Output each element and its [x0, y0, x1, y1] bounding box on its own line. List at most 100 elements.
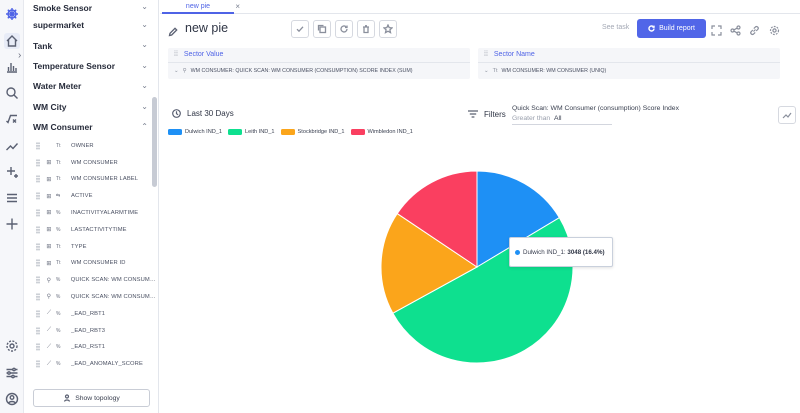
filter-operator[interactable]: Greater than: [512, 115, 551, 122]
text-type-icon: Tt: [492, 68, 498, 74]
expand-sidebar-icon[interactable]: ›: [18, 50, 22, 61]
tab-new-pie[interactable]: new pie ×: [162, 0, 240, 14]
trend-icon[interactable]: [4, 138, 20, 154]
home-icon[interactable]: [4, 33, 20, 49]
sector-value-well[interactable]: ⁞⁞ Sector Value ⌄ ⚲ WM CONSUMER: QUICK S…: [168, 48, 470, 79]
sidebar-field-item[interactable]: ⊞% INACTIVITYALARMTIME: [24, 205, 158, 222]
sparkle-icon[interactable]: [4, 164, 20, 180]
sidebar-field-item[interactable]: Tt OWNER: [24, 137, 158, 154]
sidebar-field-item[interactable]: ⊞ Tt TYPE: [24, 238, 158, 255]
drag-handle-icon[interactable]: [36, 309, 40, 318]
sidebar-group[interactable]: Water Meter ⌄: [24, 76, 158, 96]
drag-handle-icon[interactable]: [36, 343, 40, 352]
drag-handle-icon[interactable]: [36, 242, 40, 251]
chevron-down-icon[interactable]: ⌄: [141, 2, 148, 11]
pie-slice-dulwich-ind-1[interactable]: [476, 170, 561, 268]
user-icon[interactable]: [4, 391, 20, 407]
legend-item[interactable]: Stockbridge IND_1: [280, 129, 345, 135]
drag-handle-icon[interactable]: ⁞⁞: [484, 51, 488, 58]
drag-handle-icon[interactable]: ⁞⁞: [174, 51, 178, 58]
chevron-down-icon[interactable]: ⌄: [484, 68, 489, 74]
share-icon[interactable]: [730, 23, 741, 36]
duplicate-button[interactable]: [313, 20, 331, 38]
show-topology-button[interactable]: Show topology: [33, 389, 150, 407]
sidebar-group-label: WM Consumer: [33, 122, 93, 133]
field-type-icon: %: [56, 361, 61, 368]
drag-handle-icon[interactable]: [36, 276, 40, 285]
sidebar-group[interactable]: WM Consumer ⌃: [24, 117, 158, 137]
filter-value[interactable]: All: [554, 115, 562, 122]
sidebar-group[interactable]: Tank ⌄: [24, 35, 158, 55]
drag-handle-icon[interactable]: [36, 158, 40, 167]
favorite-button[interactable]: [379, 20, 397, 38]
pie-chart[interactable]: [160, 135, 800, 395]
sidebar-field-item[interactable]: ⟋% _EAD_ANOMALY_SCORE: [24, 356, 158, 373]
sidebar-field-item[interactable]: ⊞% LASTACTIVITYTIME: [24, 221, 158, 238]
drag-handle-icon[interactable]: [36, 225, 40, 234]
drag-handle-icon[interactable]: [36, 175, 40, 184]
chart-side-panel-button[interactable]: [778, 106, 796, 124]
sidebar-field-item[interactable]: ⟋% _EAD_RBT1: [24, 305, 158, 322]
date-range-selector[interactable]: Last 30 Days: [172, 109, 234, 118]
filter-underline: [512, 124, 612, 125]
gear-icon[interactable]: [769, 23, 780, 36]
edit-title-icon[interactable]: [168, 24, 178, 37]
search-analytics-icon[interactable]: [4, 85, 20, 101]
sidebar-field-item[interactable]: ⊞ Tt WM CONSUMER LABEL: [24, 171, 158, 188]
build-report-button[interactable]: Build report: [637, 19, 706, 38]
sidebar-field-item[interactable]: ⊞ ⇆ ACTIVE: [24, 188, 158, 205]
drag-handle-icon[interactable]: [36, 326, 40, 335]
plus-icon[interactable]: [4, 216, 20, 232]
chevron-up-icon[interactable]: ⌃: [141, 121, 148, 131]
sidebar-field-item[interactable]: ⟋% _EAD_RST1: [24, 339, 158, 356]
refresh-button[interactable]: [335, 20, 353, 38]
legend-swatch: [350, 129, 365, 135]
legend-item[interactable]: Dulwich IND_1: [168, 129, 222, 135]
sidebar-field-item[interactable]: ⊞ Tt WM CONSUMER ID: [24, 255, 158, 272]
sector-value-field[interactable]: WM CONSUMER: QUICK SCAN: WM CONSUMER (CO…: [190, 68, 413, 74]
chevron-down-icon[interactable]: ⌄: [141, 40, 148, 50]
sidebar-scrollbar[interactable]: [152, 97, 157, 187]
chevron-down-icon[interactable]: ⌄: [141, 81, 148, 91]
drag-handle-icon[interactable]: [36, 259, 40, 268]
see-task-link[interactable]: See task: [602, 24, 630, 31]
legend-item[interactable]: Wimbledon IND_1: [350, 129, 413, 135]
fullscreen-icon[interactable]: [711, 23, 722, 36]
sector-name-field[interactable]: WM CONSUMER: WM CONSUMER (UNIQ): [501, 68, 607, 74]
pie-slice-stockbridge-ind-1[interactable]: [380, 212, 478, 314]
chevron-down-icon[interactable]: ⌄: [141, 20, 148, 29]
chevron-down-icon[interactable]: ⌄: [174, 68, 179, 74]
field-type-icon: ⇆: [56, 193, 61, 200]
close-tab-icon[interactable]: ×: [235, 2, 240, 11]
link-icon[interactable]: [749, 23, 760, 36]
filters-toggle[interactable]: Filters: [467, 109, 506, 119]
drag-handle-icon[interactable]: [36, 192, 40, 201]
sidebar-group[interactable]: supermarket ⌄: [24, 15, 158, 35]
bar-chart-icon[interactable]: [4, 59, 20, 75]
sidebar-field-item[interactable]: ⟋% _EAD_RBT3: [24, 322, 158, 339]
delete-button[interactable]: [357, 20, 375, 38]
formula-icon[interactable]: [4, 112, 20, 128]
chevron-down-icon[interactable]: ⌄: [141, 101, 148, 111]
chevron-down-icon[interactable]: ⌄: [141, 60, 148, 70]
app-logo-icon[interactable]: [4, 6, 20, 22]
sidebar-field-item[interactable]: ⚲% QUICK SCAN: WM CONSUME...: [24, 272, 158, 289]
settings-icon[interactable]: [4, 338, 20, 354]
sidebar-group[interactable]: Smoke Sensor ⌄: [24, 0, 158, 15]
drag-handle-icon[interactable]: [36, 360, 40, 369]
drag-handle-icon[interactable]: [36, 208, 40, 217]
list-icon[interactable]: [4, 190, 20, 206]
save-check-button[interactable]: [291, 20, 309, 38]
field-type-icon: %: [56, 344, 61, 351]
sector-name-well[interactable]: ⁞⁞ Sector Name ⌄ Tt WM CONSUMER: WM CONS…: [478, 48, 780, 79]
sidebar-group[interactable]: WM City ⌄: [24, 97, 158, 117]
sidebar-field-item[interactable]: ⚲% QUICK SCAN: WM CONSUME...: [24, 289, 158, 306]
legend-item[interactable]: Leith IND_1: [228, 129, 275, 135]
drag-handle-icon[interactable]: [36, 292, 40, 301]
sidebar-field-item[interactable]: ⊞ Tt WM CONSUMER: [24, 154, 158, 171]
sidebar-group[interactable]: Temperature Sensor ⌄: [24, 56, 158, 76]
pie-slice-wimbledon-ind-1[interactable]: [396, 170, 478, 268]
sliders-icon[interactable]: [4, 365, 20, 381]
page-title[interactable]: new pie: [185, 21, 229, 35]
drag-handle-icon[interactable]: [36, 141, 40, 150]
